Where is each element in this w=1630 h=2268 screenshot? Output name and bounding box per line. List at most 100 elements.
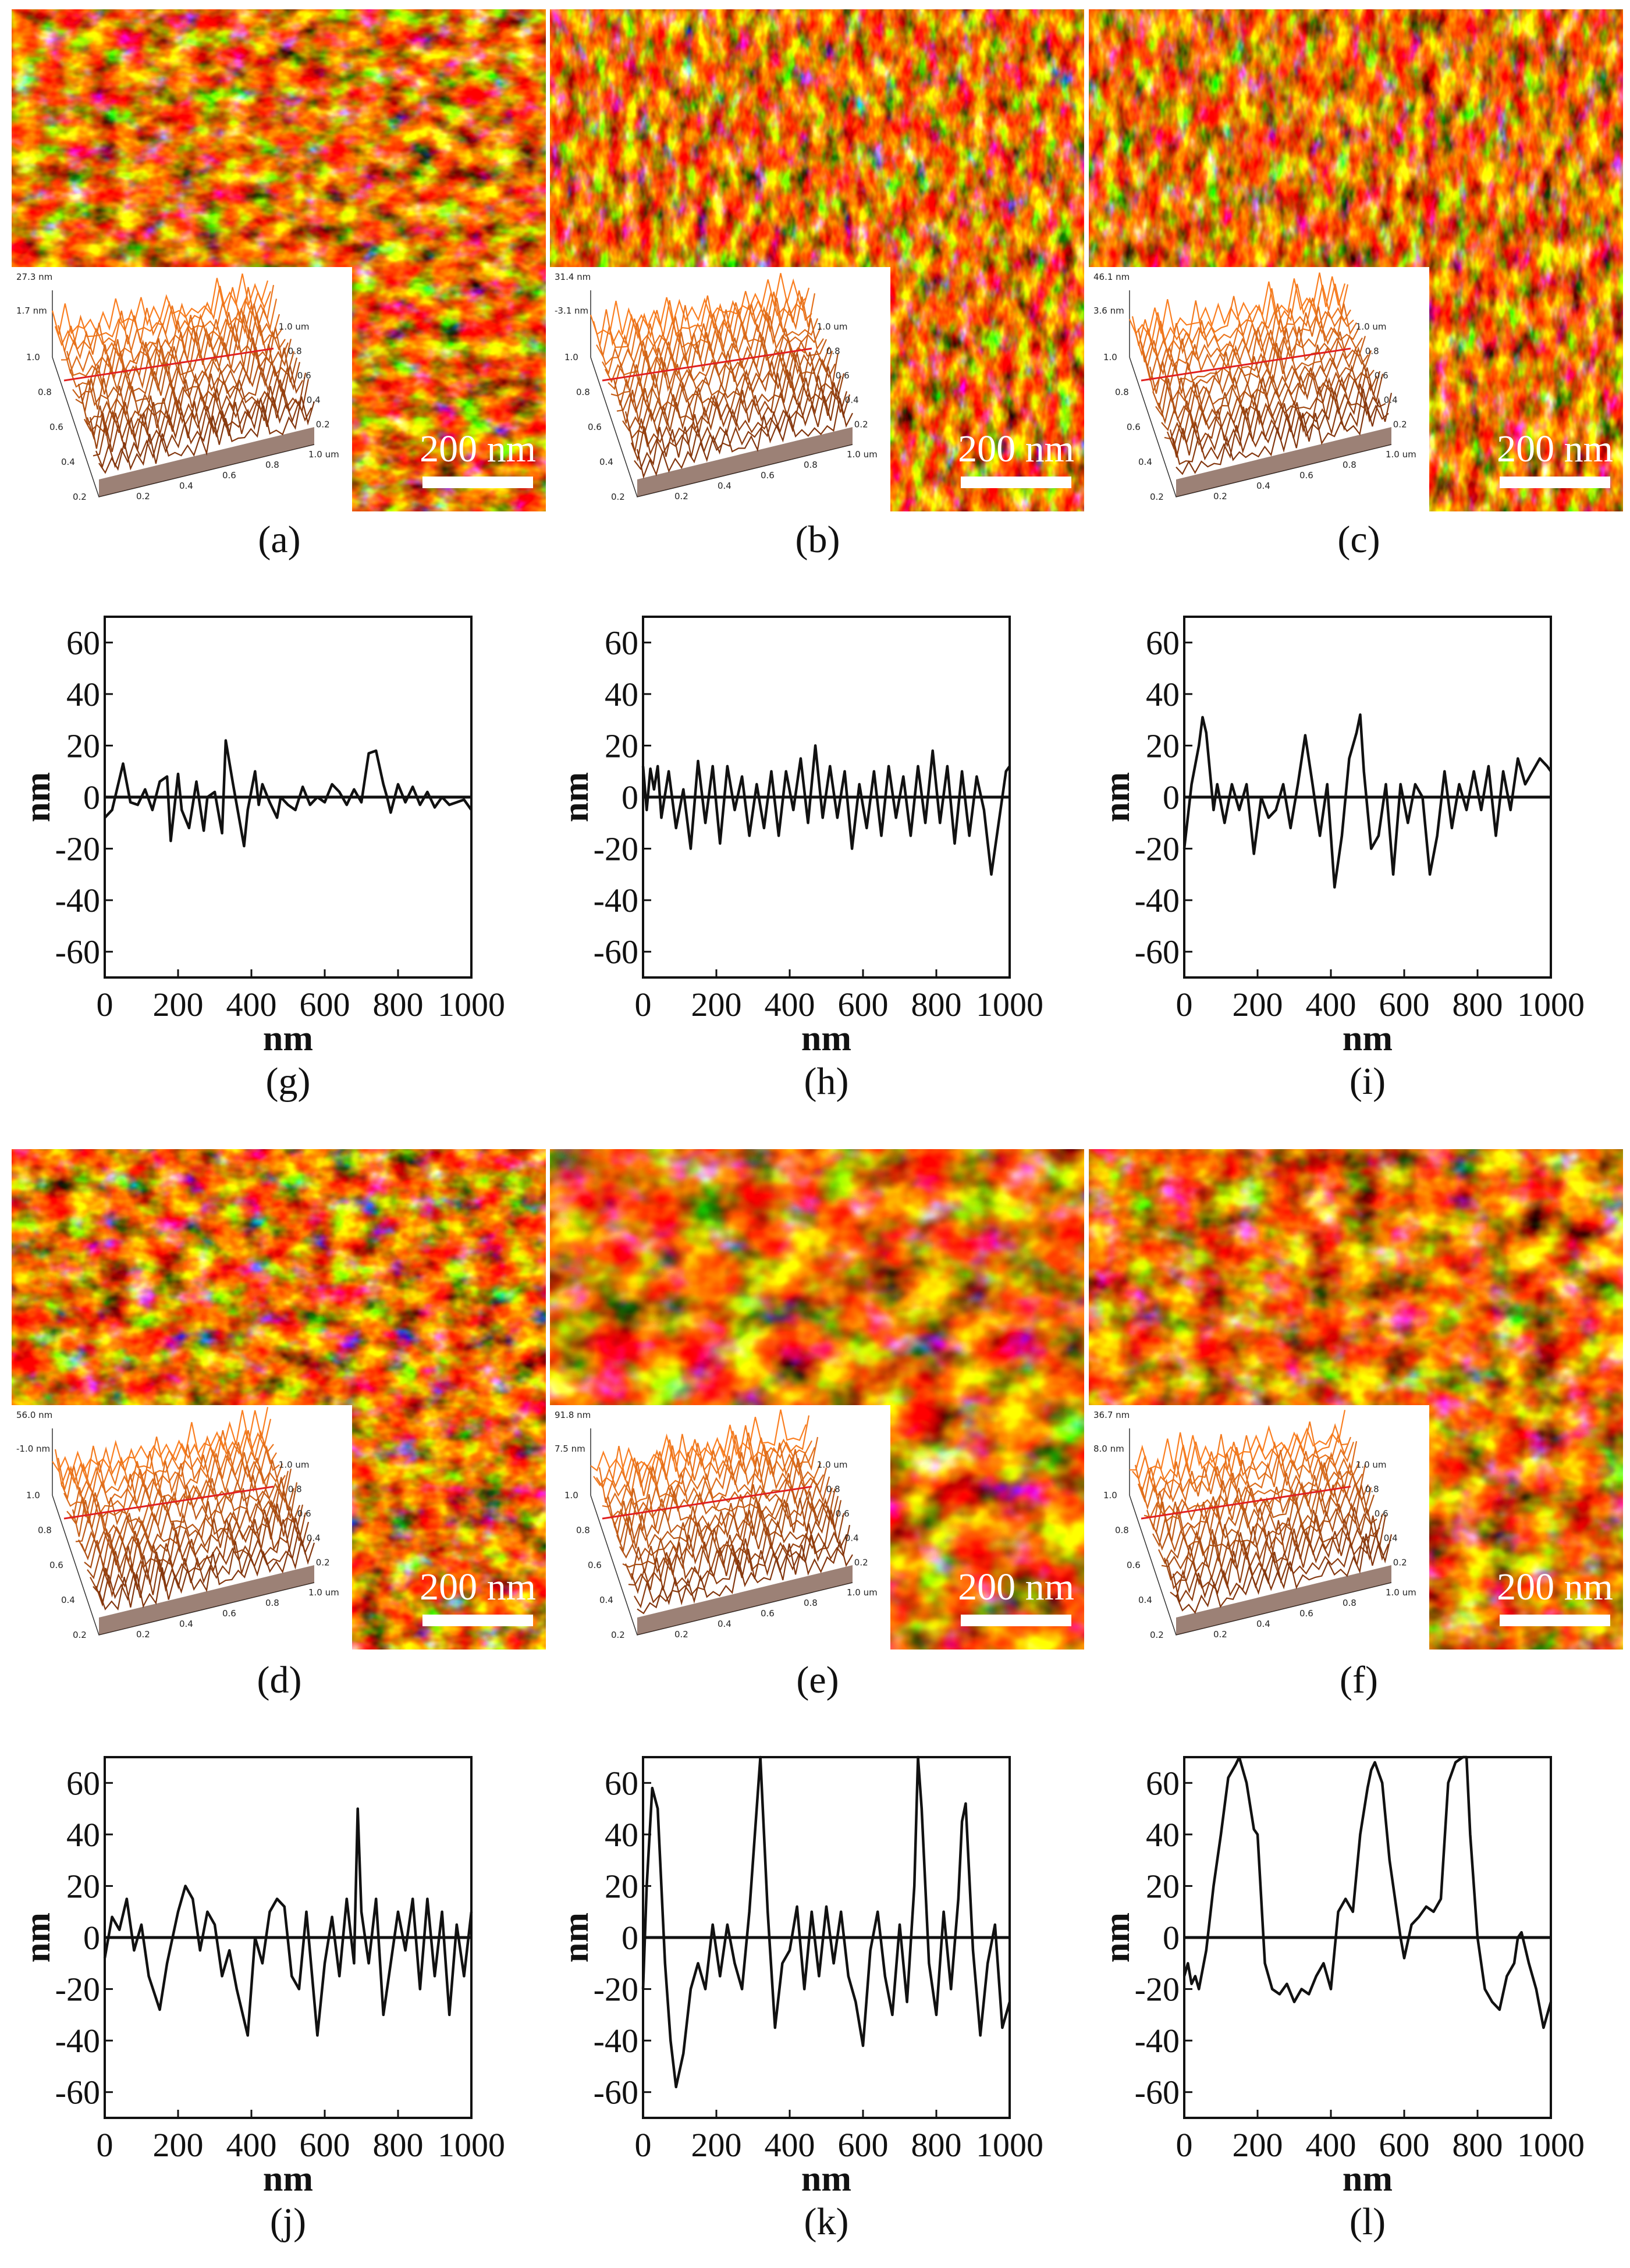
scale-bar-label: 200 nm [958,428,1074,470]
inset-z-mid: 8.0 nm [1093,1444,1124,1454]
y-tick-label: 40 [66,1816,100,1854]
inset-tick-bottom: 0.2 [136,491,150,502]
y-tick-label: -40 [1135,2022,1180,2060]
x-axis-label: nm [1343,1019,1393,1058]
inset-tick-bottom: 1.0 um [847,449,878,460]
inset-tick-bottom: 0.4 [718,1619,731,1629]
inset-tick-left: 1.0 [26,1490,40,1501]
inset-z-mid: 3.6 nm [1093,305,1124,316]
inset-3d-surface: 91.8 nm 7.5 nm 1.0 0.8 0.6 0.4 0.2 0.2 0.4 0.6 0.8… [555,1409,878,1640]
x-tick-label: 200 [691,986,742,1023]
inset-tick-left: 1.0 [564,1490,578,1501]
x-tick-label: 1000 [438,986,505,1023]
x-tick-label: 1000 [976,986,1043,1023]
inset-tick-right: 0.8 [826,346,840,357]
x-tick-label: 0 [635,2126,652,2164]
scale-bar-line [961,1615,1071,1626]
inset-tick-right: 1.0 um [817,322,848,332]
inset-tick-right: 0.2 [316,420,330,430]
x-tick-label: 800 [911,986,962,1023]
inset-tick-left: 0.4 [61,1595,75,1605]
inset-z-mid: 7.5 nm [555,1444,585,1454]
inset-tick-left: 0.6 [1127,422,1141,432]
inset-tick-bottom: 0.2 [674,1629,688,1640]
inset-tick-left: 0.2 [611,492,625,502]
y-tick-label: 0 [622,1919,638,1957]
scale-bar: 200 nm [1497,1568,1613,1626]
inset-3d-surface: 31.4 nm -3.1 nm 1.0 0.8 0.6 0.4 0.2 0.2 0.4 0.6 0.… [555,272,878,502]
inset-z-max: 36.7 nm [1093,1410,1130,1420]
scale-bar-label: 200 nm [420,1566,536,1608]
x-tick-label: 400 [1306,2126,1356,2164]
y-tick-label: 60 [66,624,100,662]
x-tick-label: 400 [765,986,815,1023]
x-axis-label: nm [801,1019,851,1058]
x-tick-label: 1000 [1517,2126,1585,2164]
inset-tick-left: 0.2 [1150,1630,1164,1640]
inset-tick-bottom: 0.2 [1213,1629,1227,1640]
inset-z-max: 91.8 nm [555,1410,591,1420]
inset-tick-right: 0.4 [845,395,859,406]
profile-series-line [1182,713,1552,889]
x-tick-label: 800 [373,2126,424,2164]
panel-label: (j) [270,2201,306,2243]
scale-bar-label: 200 nm [958,1566,1074,1608]
inset-tick-bottom: 0.6 [1299,1608,1313,1619]
x-axis-label: nm [801,2159,851,2199]
x-tick-label: 200 [1233,986,1283,1023]
inset-tick-bottom: 0.8 [804,1598,818,1608]
panel-label-b: (b) [795,518,840,561]
inset-tick-right: 0.2 [854,1558,868,1568]
inset-tick-left: 0.6 [588,422,602,432]
profile-path-line [1141,347,1351,382]
x-tick-label: 600 [300,2126,350,2164]
afm-image-a: 27.3 nm 1.7 nm 1.0 0.8 0.6 0.4 0.2 0.2 0.4 0.6 0.8… [12,9,546,511]
x-tick-label: 600 [300,986,350,1023]
afm-3d-inset: 56.0 nm -1.0 nm 1.0 0.8 0.6 0.4 0.2 0.2 0.4 0.6 0.… [12,1405,352,1650]
x-axis-label: nm [263,1019,313,1058]
inset-tick-left: 1.0 [26,352,40,362]
inset-z-max: 46.1 nm [1093,272,1130,282]
y-tick-label: -20 [1135,1971,1180,2009]
inset-3d-surface: 56.0 nm -1.0 nm 1.0 0.8 0.6 0.4 0.2 0.2 0.4 0.6 0.… [16,1407,339,1640]
inset-z-mid: -1.0 nm [16,1444,50,1454]
afm-image-f: 36.7 nm 8.0 nm 1.0 0.8 0.6 0.4 0.2 0.2 0.4 0.6 0.8… [1089,1149,1623,1650]
inset-tick-right: 0.4 [1384,395,1398,406]
afm-3d-inset: 46.1 nm 3.6 nm 1.0 0.8 0.6 0.4 0.2 0.2 0.4 0.6 0.8… [1089,267,1429,511]
inset-3d-surface: 27.3 nm 1.7 nm 1.0 0.8 0.6 0.4 0.2 0.2 0.4 0.6 0.8… [16,272,339,502]
inset-tick-right: 1.0 um [1356,1460,1387,1470]
inset-tick-left: 0.4 [599,457,613,467]
inset-tick-bottom: 0.8 [1343,460,1356,470]
inset-z-mid: 1.7 nm [16,305,47,316]
inset-3d-surface: 46.1 nm 3.6 nm 1.0 0.8 0.6 0.4 0.2 0.2 0.4 0.6 0.8… [1093,272,1416,502]
inset-tick-left: 0.8 [576,1525,590,1535]
profile-path-line [602,347,812,382]
scale-bar: 200 nm [958,1568,1074,1626]
inset-tick-bottom: 0.4 [718,481,731,491]
inset-tick-right: 0.8 [1365,1484,1379,1495]
profile-path-line [63,1485,274,1520]
inset-tick-right: 0.6 [297,371,311,381]
inset-z-max: 27.3 nm [16,272,52,282]
x-tick-label: 1000 [438,2126,505,2164]
inset-tick-bottom: 0.8 [804,460,818,470]
x-tick-label: 200 [153,986,204,1023]
scale-bar: 200 nm [420,430,536,488]
y-tick-label: 40 [66,676,100,713]
inset-tick-right: 0.6 [1375,1509,1388,1519]
inset-tick-left: 1.0 [1103,352,1117,362]
profile-series-line [641,1755,1011,2089]
inset-tick-bottom: 1.0 um [847,1587,878,1598]
inset-tick-right: 1.0 um [279,1460,310,1470]
x-tick-label: 0 [1176,2126,1193,2164]
x-tick-label: 0 [635,986,652,1023]
panel-label: (i) [1350,1060,1386,1103]
profile-series-line [103,1807,473,2037]
y-tick-label: -60 [594,933,638,971]
inset-z-mid: -3.1 nm [555,305,588,316]
x-axis-label: nm [263,2159,313,2199]
inset-tick-right: 0.2 [1393,420,1407,430]
x-tick-label: 800 [1453,2126,1503,2164]
afm-image-d: 56.0 nm -1.0 nm 1.0 0.8 0.6 0.4 0.2 0.2 0.4 0.6 0.… [12,1149,546,1650]
y-tick-label: 20 [605,727,638,765]
